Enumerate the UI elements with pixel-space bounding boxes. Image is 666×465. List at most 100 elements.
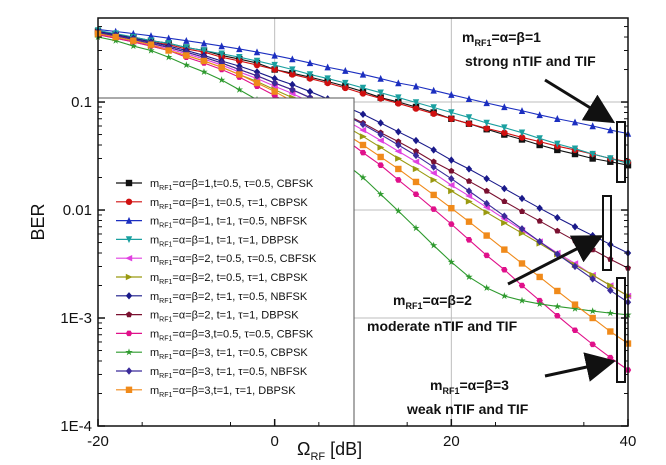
data-point <box>465 198 473 205</box>
data-point <box>448 175 455 183</box>
legend-entry-10: mRF1=α=β=3, t=1, τ=0.5, CBPSK <box>116 347 308 361</box>
data-point <box>306 71 314 79</box>
data-point <box>359 141 367 149</box>
data-point <box>553 302 561 310</box>
legend-label: mRF1=α=β=2, t=0.5, τ=0.5, CBFSK <box>150 253 317 267</box>
data-point <box>483 125 490 132</box>
data-point <box>607 286 614 295</box>
y-tick-label: 1E-4 <box>60 418 92 435</box>
data-point <box>200 47 208 55</box>
legend: mRF1=α=β=1,t=0.5, τ=0.5, CBFSK mRF1=α=β=1… <box>116 178 317 399</box>
data-point <box>589 150 596 158</box>
data-point <box>377 162 384 168</box>
data-point <box>448 90 455 98</box>
data-point <box>236 71 243 78</box>
legend-label: mRF1=α=β=2, t=1, τ=0.5, NBFSK <box>150 291 308 305</box>
data-point <box>483 99 490 107</box>
data-point <box>501 212 508 220</box>
data-point <box>395 79 402 87</box>
annotation-3-line1: mRF1=α=β=3 <box>430 377 509 396</box>
series-12 <box>94 30 632 347</box>
data-point <box>430 104 437 112</box>
data-point <box>465 120 473 127</box>
data-point <box>359 90 367 97</box>
data-point <box>430 206 437 212</box>
legend-label: mRF1=α=β=1, t=1, τ=0.5, NBFSK <box>150 216 308 230</box>
data-point <box>253 79 261 87</box>
data-point <box>501 129 508 136</box>
data-point <box>218 50 225 58</box>
annotation-3-line2: weak nTIF and TIF <box>406 401 529 417</box>
legend-label: mRF1=α=β=2, t=0.5, τ=1, CBPSK <box>150 272 308 286</box>
legend-marker <box>125 255 133 262</box>
data-point <box>571 150 579 158</box>
data-point <box>465 187 473 195</box>
legend-label: mRF1=α=β=1,t=0.5, τ=0.5, CBFSK <box>150 178 314 192</box>
data-point <box>571 327 579 334</box>
data-point <box>483 232 490 239</box>
data-point <box>448 156 455 164</box>
data-point <box>536 217 543 224</box>
data-point <box>447 258 455 266</box>
data-point <box>518 208 526 215</box>
data-point <box>448 115 455 122</box>
data-point <box>289 66 296 74</box>
data-point <box>536 237 543 246</box>
data-point <box>430 146 437 154</box>
data-point <box>377 144 385 151</box>
legend-label: mRF1=α=β=3,t=0.5, τ=0.5, CBFSK <box>150 328 314 342</box>
data-point <box>218 42 225 50</box>
y-tick-label: 0.1 <box>71 94 92 111</box>
data-point <box>359 70 367 78</box>
data-point <box>607 126 614 134</box>
highlight-box-2 <box>602 195 612 271</box>
data-point <box>376 137 384 144</box>
data-point <box>271 61 278 69</box>
legend-label: mRF1=α=β=3, t=1, τ=0.5, CBPSK <box>150 347 308 361</box>
legend-entry-4: mRF1=α=β=1, t=1, τ=1, DBPSK <box>116 234 299 248</box>
data-point <box>183 36 190 44</box>
data-point <box>253 48 261 56</box>
legend-marker <box>125 179 133 187</box>
data-point <box>465 177 473 184</box>
data-point <box>554 287 561 295</box>
legend-marker <box>125 216 133 224</box>
data-point <box>395 94 402 102</box>
data-point <box>253 61 261 69</box>
legend-entry-8: mRF1=α=β=2, t=1, τ=1, DBPSK <box>116 310 299 324</box>
data-point <box>501 246 508 253</box>
data-point <box>112 36 120 44</box>
data-point <box>395 141 402 149</box>
data-point <box>412 191 420 198</box>
legend-label: mRF1=α=β=3, t=1, τ=0.5, NBFSK <box>150 366 308 380</box>
data-point <box>536 273 543 281</box>
legend-marker <box>125 236 133 244</box>
legend-label: mRF1=α=β=3,t=1, τ=1, DBPSK <box>150 385 296 399</box>
data-point <box>324 75 331 83</box>
data-point <box>571 262 579 271</box>
data-point <box>430 158 437 165</box>
data-point <box>554 312 561 319</box>
data-point <box>501 266 508 273</box>
data-point <box>412 158 420 165</box>
data-point <box>501 124 508 132</box>
data-point <box>377 130 384 139</box>
data-point <box>429 169 437 177</box>
data-point <box>253 57 261 65</box>
data-point <box>465 114 473 122</box>
data-point <box>412 105 420 112</box>
data-point <box>271 79 278 87</box>
data-point <box>571 304 579 312</box>
legend-marker <box>125 273 133 281</box>
data-point <box>430 163 437 171</box>
data-point <box>607 282 615 289</box>
data-point <box>200 68 208 76</box>
data-point <box>271 88 278 95</box>
data-point <box>554 213 561 222</box>
data-point <box>218 64 225 71</box>
data-point <box>412 165 420 173</box>
data-point <box>395 100 402 107</box>
data-point <box>359 149 367 156</box>
data-point <box>554 227 561 234</box>
highlight-box-3 <box>616 277 626 383</box>
